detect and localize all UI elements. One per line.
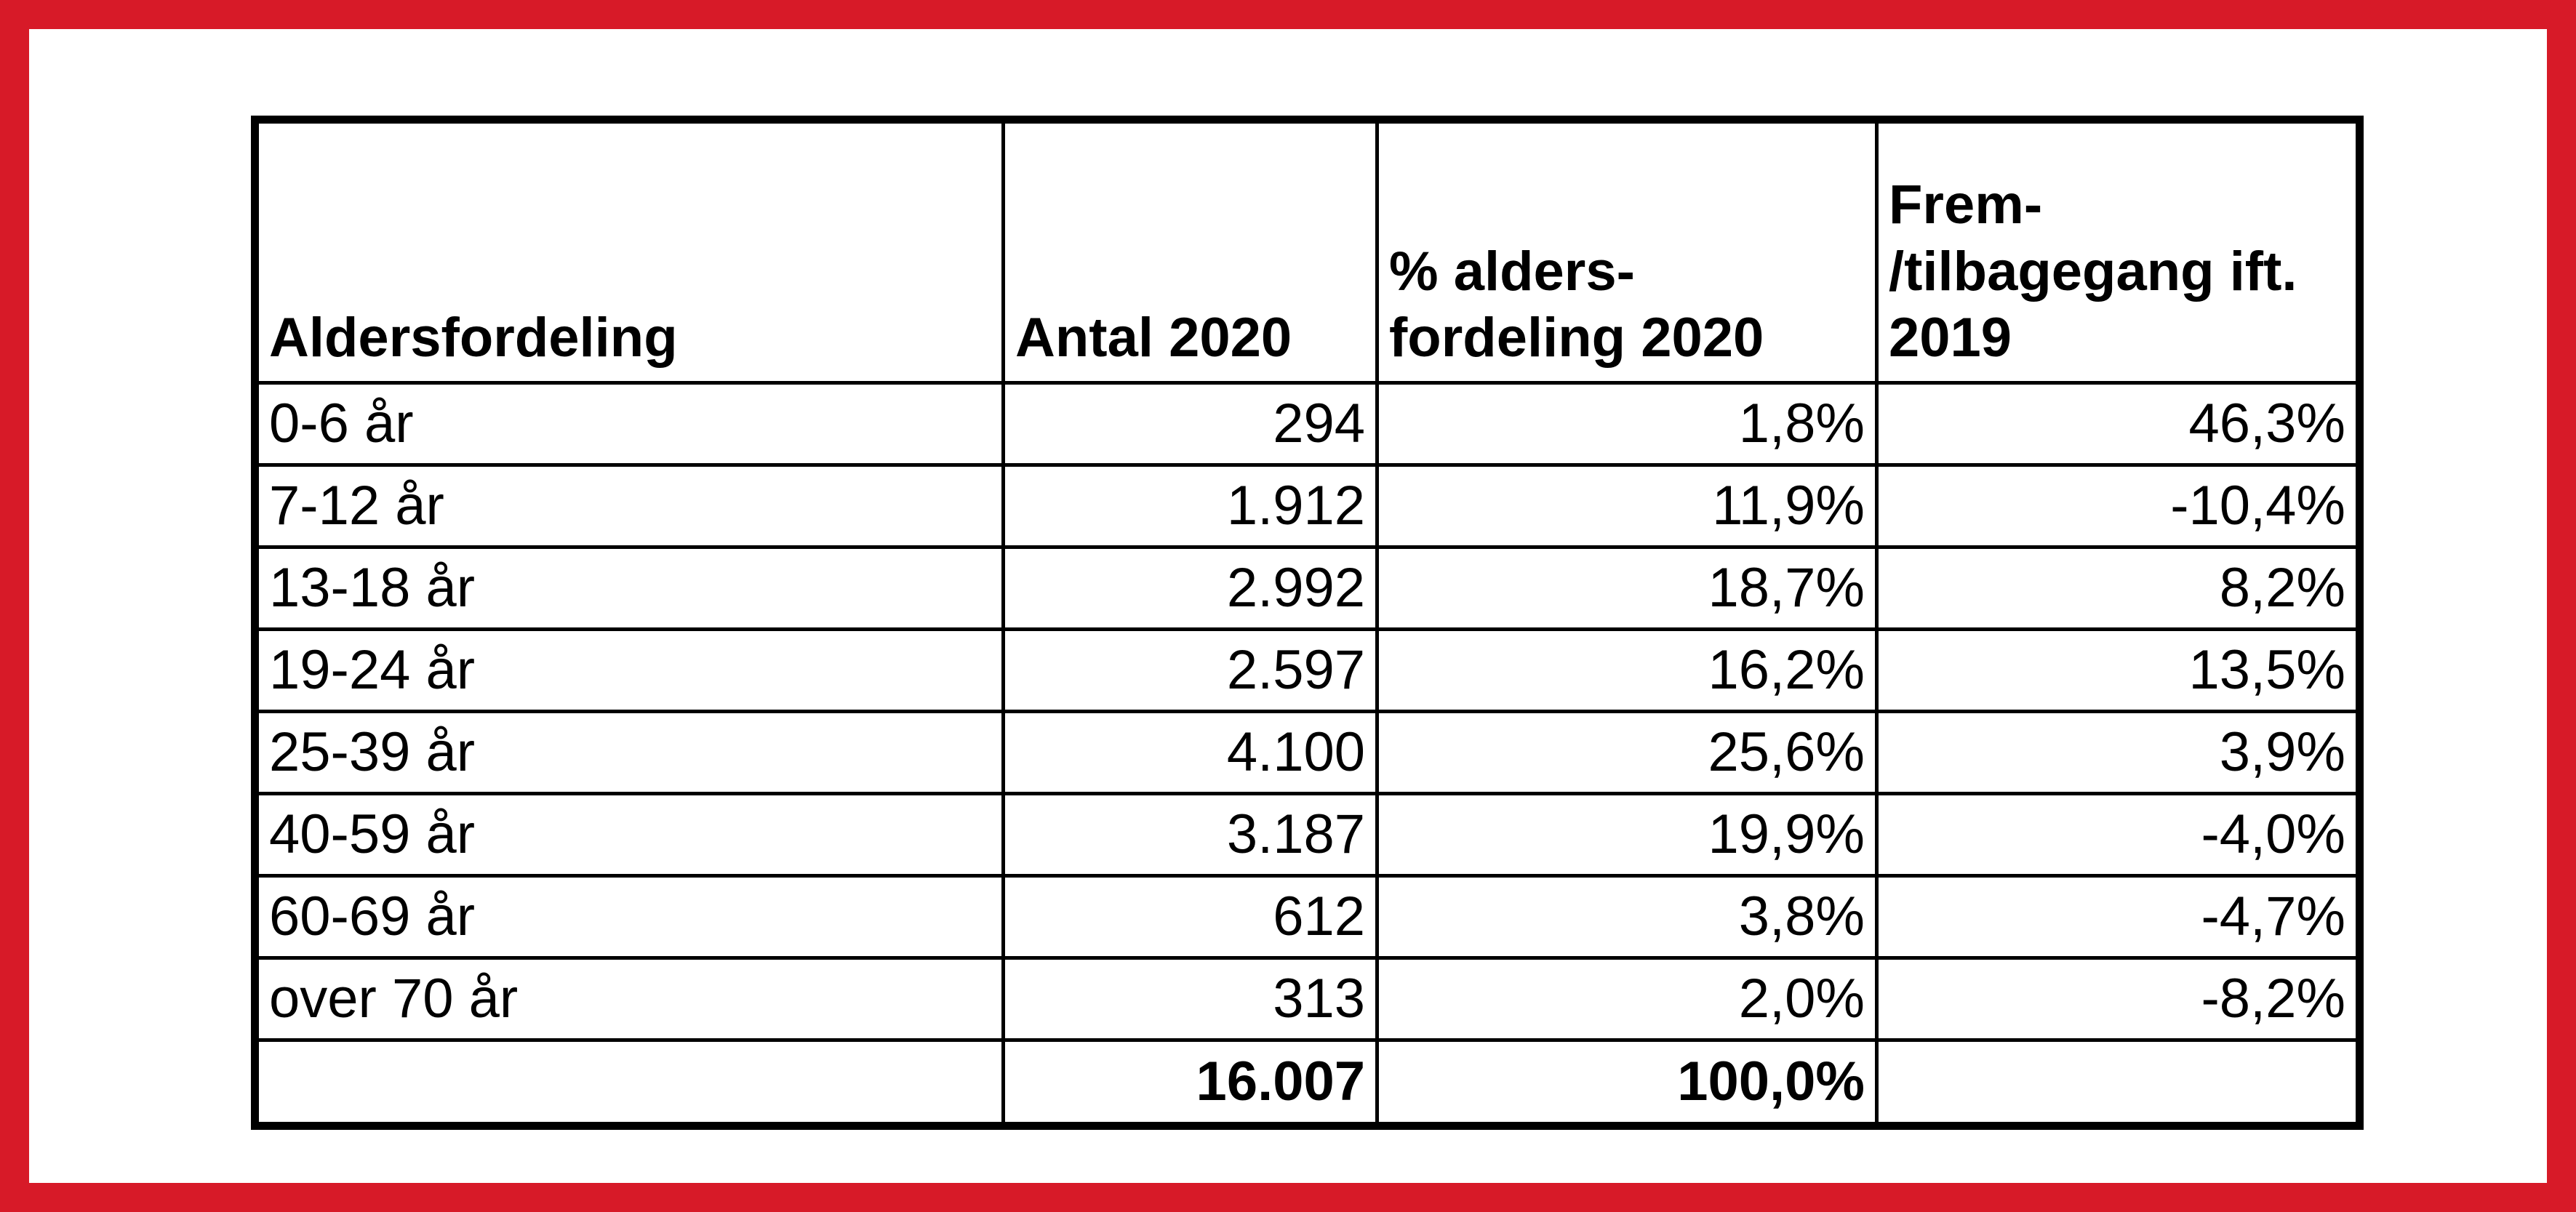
header-age: Aldersfordeling [253, 118, 1005, 385]
table-row: 7-12 år 1.912 11,9% -10,4% [253, 463, 2361, 549]
change-cell: 46,3% [1875, 381, 2361, 467]
total-label-cell [253, 1038, 1005, 1128]
age-cell: 0-6 år [253, 381, 1005, 467]
header-change-line-1: Frem- [1889, 174, 2043, 236]
table-row: 40-59 år 3.187 19,9% -4,0% [253, 792, 2361, 878]
header-change: Frem- /tilbagegang ift. 2019 [1875, 118, 2361, 385]
header-count-text: Antal 2020 [1015, 306, 1292, 369]
share-cell: 11,9% [1375, 463, 1879, 549]
change-cell: -4,7% [1875, 874, 2361, 960]
share-cell: 1,8% [1375, 381, 1879, 467]
share-cell: 18,7% [1375, 545, 1879, 631]
header-share-line-1: % alders- [1389, 240, 1635, 302]
count-cell: 2.597 [1001, 627, 1379, 713]
change-cell: 13,5% [1875, 627, 2361, 713]
header-age-text: Aldersfordeling [269, 306, 678, 369]
count-cell: 4.100 [1001, 710, 1379, 795]
table-row: 13-18 år 2.992 18,7% 8,2% [253, 545, 2361, 631]
header-count: Antal 2020 [1001, 118, 1379, 385]
table-row: 25-39 år 4.100 25,6% 3,9% [253, 710, 2361, 795]
change-cell: -4,0% [1875, 792, 2361, 878]
age-distribution-table: Aldersfordeling Antal 2020 % alders- for… [251, 116, 2364, 1130]
count-cell: 3.187 [1001, 792, 1379, 878]
count-cell: 2.992 [1001, 545, 1379, 631]
table-row: 60-69 år 612 3,8% -4,7% [253, 874, 2361, 960]
change-cell: 3,9% [1875, 710, 2361, 795]
share-cell: 3,8% [1375, 874, 1879, 960]
header-change-line-3: 2019 [1889, 306, 2012, 369]
age-cell: 13-18 år [253, 545, 1005, 631]
age-cell: 60-69 år [253, 874, 1005, 960]
count-cell: 1.912 [1001, 463, 1379, 549]
count-cell: 313 [1001, 956, 1379, 1042]
table-row: over 70 år 313 2,0% -8,2% [253, 956, 2361, 1042]
age-cell: 19-24 år [253, 627, 1005, 713]
age-cell: 7-12 år [253, 463, 1005, 549]
change-cell: 8,2% [1875, 545, 2361, 631]
header-share-line-2: fordeling 2020 [1389, 306, 1764, 369]
change-cell: -8,2% [1875, 956, 2361, 1042]
age-cell: 40-59 år [253, 792, 1005, 878]
header-row: Aldersfordeling Antal 2020 % alders- for… [253, 118, 2361, 385]
total-row: 16.007 100,0% [253, 1038, 2361, 1128]
count-cell: 294 [1001, 381, 1379, 467]
table-row: 0-6 år 294 1,8% 46,3% [253, 381, 2361, 467]
header-change-line-2: /tilbagegang ift. [1889, 240, 2297, 302]
count-cell: 612 [1001, 874, 1379, 960]
table-row: 19-24 år 2.597 16,2% 13,5% [253, 627, 2361, 713]
share-cell: 25,6% [1375, 710, 1879, 795]
share-cell: 16,2% [1375, 627, 1879, 713]
share-cell: 19,9% [1375, 792, 1879, 878]
total-count-cell: 16.007 [1001, 1038, 1379, 1128]
header-share: % alders- fordeling 2020 [1375, 118, 1879, 385]
share-cell: 2,0% [1375, 956, 1879, 1042]
total-change-cell [1875, 1038, 2361, 1128]
change-cell: -10,4% [1875, 463, 2361, 549]
total-share-cell: 100,0% [1375, 1038, 1879, 1128]
age-cell: over 70 år [253, 956, 1005, 1042]
age-cell: 25-39 år [253, 710, 1005, 795]
